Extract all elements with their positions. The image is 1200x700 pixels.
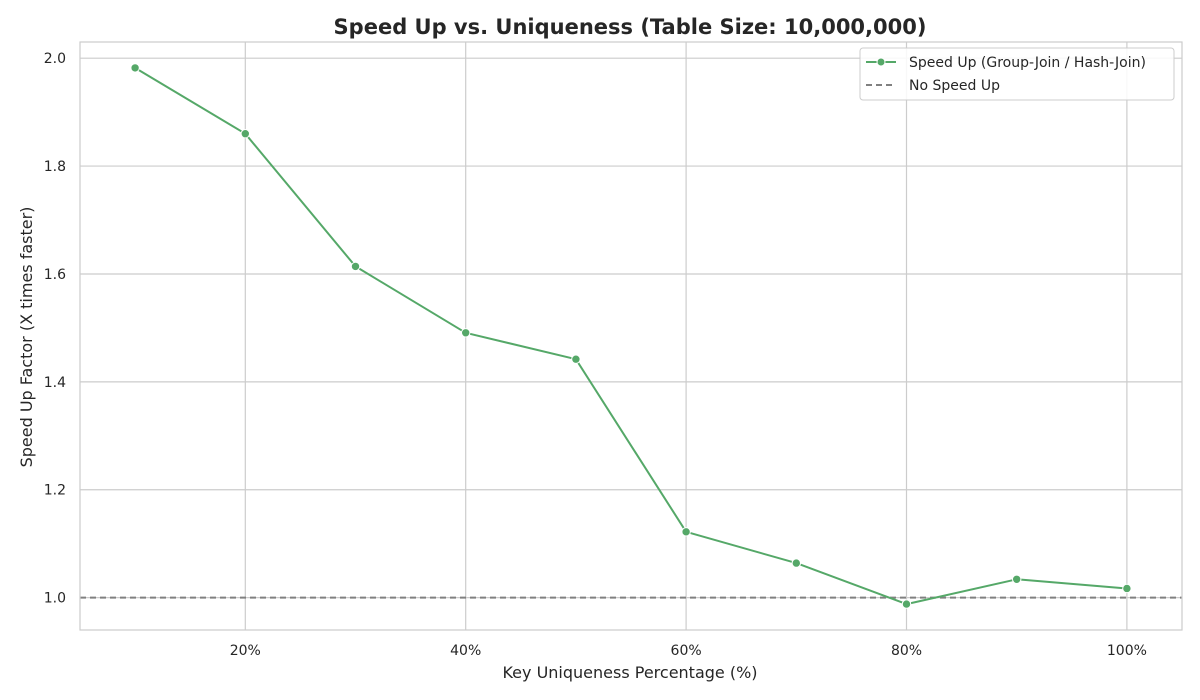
y-tick-label: 2.0 [44,51,66,67]
data-point [681,527,691,537]
legend-label-speed-up: Speed Up (Group-Join / Hash-Join) [909,55,1146,71]
legend: Speed Up (Group-Join / Hash-Join) No Spe… [859,47,1175,101]
tick-labels: 20% 40% 60% 80% 100% 1.0 1.2 1.4 1.6 1.8 2.0 [44,51,1147,659]
data-point [350,261,361,272]
speed-up-series-line [134,67,1127,606]
y-tick-label: 1.4 [44,375,66,391]
x-tick-label: 60% [671,643,702,659]
y-axis-label: Speed Up Factor (X times faster) [17,207,36,468]
plot-area-frame [79,41,1183,631]
x-tick-label: 40% [450,643,481,659]
data-point [1122,583,1132,594]
x-tick-label: 100% [1107,643,1147,659]
y-tick-label: 1.6 [44,267,66,283]
data-point [461,328,471,338]
y-tick-label: 1.0 [44,591,66,607]
y-tick-label: 1.2 [44,483,66,499]
data-point [791,558,801,568]
y-tick-label: 1.8 [44,159,66,175]
chart-title: Speed Up vs. Uniqueness (Table Size: 10,… [334,15,927,39]
data-point [901,599,912,609]
legend-label-no-speed-up: No Speed Up [909,78,1000,94]
data-point [130,63,140,73]
x-tick-label: 20% [230,643,261,659]
x-tick-label: 80% [891,643,922,659]
legend-box [859,47,1175,101]
data-point [240,129,251,139]
data-series [130,63,1132,609]
data-point [1012,574,1022,584]
legend-marker-speed-up [876,57,886,67]
x-axis-label: Key Uniqueness Percentage (%) [502,663,757,682]
data-point [571,354,581,364]
